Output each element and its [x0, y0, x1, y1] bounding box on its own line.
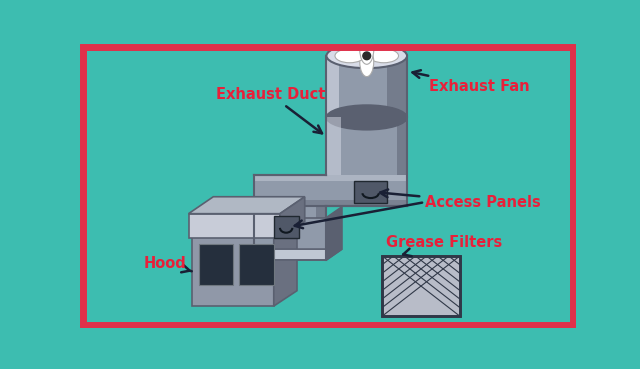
Ellipse shape	[326, 44, 407, 68]
Bar	[274, 216, 298, 238]
Bar	[254, 206, 268, 260]
Polygon shape	[274, 220, 297, 306]
Polygon shape	[193, 220, 297, 235]
Bar	[254, 200, 407, 206]
Polygon shape	[326, 207, 342, 260]
Polygon shape	[189, 197, 305, 214]
Text: Exhaust Fan: Exhaust Fan	[413, 70, 529, 94]
Bar	[326, 117, 407, 175]
Text: Exhaust Duct: Exhaust Duct	[216, 87, 325, 133]
Bar	[254, 218, 326, 260]
Polygon shape	[254, 249, 342, 260]
Bar	[326, 56, 407, 117]
Ellipse shape	[360, 35, 374, 64]
Bar	[193, 235, 274, 306]
Bar	[355, 181, 387, 203]
Bar	[326, 175, 407, 206]
Bar	[239, 245, 274, 284]
Text: Grease Filters: Grease Filters	[386, 235, 502, 256]
Bar	[397, 117, 407, 175]
Bar	[254, 206, 326, 260]
Bar	[382, 256, 460, 316]
Bar	[254, 175, 407, 206]
Bar	[189, 214, 280, 238]
Bar	[254, 175, 407, 181]
Bar	[326, 117, 341, 175]
Bar	[382, 256, 460, 316]
Ellipse shape	[360, 47, 374, 77]
Bar	[254, 175, 326, 206]
Ellipse shape	[369, 49, 399, 63]
Text: Hood: Hood	[143, 256, 192, 272]
Text: Access Panels: Access Panels	[380, 189, 541, 210]
Ellipse shape	[335, 49, 364, 63]
Polygon shape	[280, 197, 305, 238]
Bar	[326, 56, 339, 117]
Bar	[198, 245, 234, 284]
Ellipse shape	[326, 105, 407, 130]
Bar	[387, 56, 407, 117]
Bar	[316, 206, 326, 260]
Circle shape	[363, 52, 371, 60]
